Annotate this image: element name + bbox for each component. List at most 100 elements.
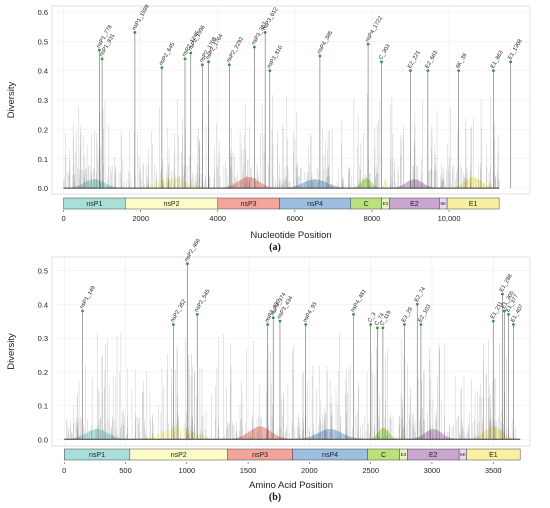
plot-area bbox=[51, 256, 531, 447]
peak-point bbox=[186, 262, 189, 266]
peak-point bbox=[402, 323, 406, 326]
x-tick-label: 2000 bbox=[132, 214, 149, 223]
peak-point bbox=[160, 66, 164, 70]
region-label-e2: E2 bbox=[429, 452, 438, 459]
region-label-c: C bbox=[381, 452, 386, 459]
x-tick-label: 10,000 bbox=[438, 214, 461, 223]
y-tick-label: 0.2 bbox=[38, 125, 48, 134]
y-tick-label: 0.4 bbox=[38, 67, 48, 76]
region-label-e2: E2 bbox=[410, 201, 419, 208]
region-label-nsp4: nsP4 bbox=[307, 201, 323, 208]
y-tick-label: 0.5 bbox=[38, 37, 48, 46]
x-tick-label: 2500 bbox=[362, 466, 379, 475]
peak-point bbox=[369, 323, 373, 326]
region-density-e2 bbox=[411, 429, 456, 440]
y-tick-label: 0.6 bbox=[38, 8, 48, 17]
peak-point bbox=[318, 54, 322, 58]
x-tick-label: 0 bbox=[61, 214, 65, 223]
y-tick-label: 0.3 bbox=[38, 334, 48, 343]
peak-point bbox=[133, 31, 137, 34]
peak-point bbox=[352, 312, 355, 316]
peak-point bbox=[81, 309, 84, 313]
peak-point bbox=[97, 48, 101, 52]
peak-point bbox=[457, 69, 461, 73]
x-tick-label: 3500 bbox=[485, 466, 502, 475]
peak-label: C_3 bbox=[367, 312, 377, 324]
region-density-e1 bbox=[451, 177, 495, 189]
peak-point bbox=[271, 316, 275, 320]
region-density-c bbox=[370, 427, 397, 440]
region-label-nsp1: nsP1 bbox=[89, 452, 105, 459]
peak-point bbox=[171, 323, 175, 326]
peak-point bbox=[415, 302, 419, 306]
region-density-nsp3 bbox=[232, 426, 288, 440]
y-tick-label: 0.2 bbox=[38, 368, 48, 377]
region-label-6k: 6K bbox=[441, 201, 447, 206]
y-tick-label: 0.3 bbox=[38, 96, 48, 105]
peak-point bbox=[491, 319, 495, 323]
y-axis-label: Diversity bbox=[6, 82, 17, 119]
region-density-nsp1 bbox=[68, 179, 121, 189]
panel-b-amino-acid-diversity: 0.00.10.20.30.40.5DiversitynsP1_149nsP2_… bbox=[6, 238, 531, 491]
x-tick-label: 2000 bbox=[301, 466, 318, 475]
region-label-nsp2: nsP2 bbox=[171, 452, 187, 459]
region-label-e3: E3 bbox=[401, 452, 407, 457]
y-tick-label: 0.0 bbox=[38, 435, 48, 444]
peak-point bbox=[501, 292, 504, 296]
peak-point bbox=[381, 326, 385, 330]
peak-label: C_74 bbox=[374, 312, 386, 327]
peak-point bbox=[366, 42, 370, 46]
y-axis-label: Diversity bbox=[6, 333, 17, 370]
peak-point bbox=[252, 45, 256, 49]
peak-point bbox=[207, 60, 210, 64]
peak-point bbox=[491, 69, 495, 73]
region-label-nsp3: nsP3 bbox=[252, 452, 268, 459]
region-density-nsp2 bbox=[137, 427, 220, 440]
y-tick-label: 0.5 bbox=[38, 267, 48, 276]
peak-point bbox=[419, 323, 423, 326]
peak-point bbox=[509, 60, 513, 64]
region-label-nsp3: nsP3 bbox=[241, 201, 257, 208]
x-tick-label: 1000 bbox=[178, 466, 195, 475]
region-density-e3 bbox=[382, 177, 389, 189]
panel-a-nucleotide-diversity: 0.00.10.20.30.40.50.6DiversitynsP1_778ns… bbox=[6, 4, 531, 241]
x-tick-label: 1500 bbox=[240, 466, 257, 475]
y-tick-label: 0.1 bbox=[38, 402, 48, 411]
region-label-nsp1: nsP1 bbox=[86, 201, 102, 208]
peak-point bbox=[100, 57, 104, 61]
peak-point bbox=[200, 63, 204, 67]
region-density-nsp4 bbox=[285, 179, 346, 189]
y-tick-label: 0.4 bbox=[38, 300, 48, 309]
region-label-e3: E3 bbox=[383, 201, 389, 206]
peak-point bbox=[380, 60, 383, 64]
x-axis-label: Amino Acid Position bbox=[249, 480, 333, 491]
panel-b-caption: (b) bbox=[269, 492, 281, 503]
peak-point bbox=[409, 69, 412, 73]
region-box-e1 bbox=[446, 197, 500, 210]
peak-point bbox=[268, 69, 272, 73]
region-label-c: C bbox=[364, 201, 369, 208]
x-tick-label: 6000 bbox=[287, 214, 304, 223]
region-density-e3 bbox=[400, 426, 407, 440]
x-tick-label: 4000 bbox=[209, 214, 226, 223]
peak-point bbox=[195, 312, 199, 316]
y-tick-label: 0.0 bbox=[38, 184, 48, 193]
x-tick-label: 3000 bbox=[424, 466, 441, 475]
region-label-nsp2: nsP2 bbox=[164, 201, 180, 208]
region-label-e1: E1 bbox=[469, 201, 478, 208]
region-density-c bbox=[353, 178, 380, 189]
peak-point bbox=[183, 57, 187, 61]
region-label-nsp4: nsP4 bbox=[322, 452, 338, 459]
x-tick-label: 0 bbox=[62, 466, 66, 475]
y-tick-label: 0.1 bbox=[38, 155, 48, 164]
peak-point bbox=[304, 323, 308, 326]
peak-point bbox=[507, 312, 510, 316]
region-box-e1 bbox=[466, 448, 521, 461]
region-density-6k bbox=[440, 178, 447, 189]
peak-point bbox=[376, 326, 379, 330]
region-label-6k: 6K bbox=[460, 452, 466, 457]
region-density-nsp4 bbox=[298, 429, 362, 440]
region-density-nsp1 bbox=[69, 429, 125, 440]
peak-point bbox=[227, 63, 231, 67]
